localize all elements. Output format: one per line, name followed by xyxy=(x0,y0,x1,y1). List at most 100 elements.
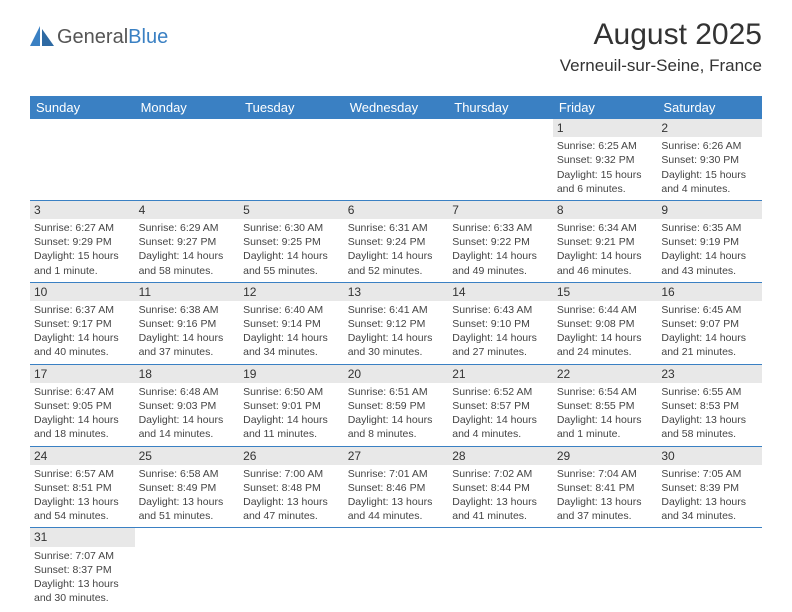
day-cell: 18Sunrise: 6:48 AMSunset: 9:03 PMDayligh… xyxy=(135,364,240,446)
sunrise-text: Sunrise: 6:50 AM xyxy=(243,385,340,399)
daylight-text: Daylight: 14 hours and 43 minutes. xyxy=(661,249,758,277)
day-number: 31 xyxy=(30,528,135,546)
day-cell: 5Sunrise: 6:30 AMSunset: 9:25 PMDaylight… xyxy=(239,200,344,282)
daylight-text: Daylight: 14 hours and 27 minutes. xyxy=(452,331,549,359)
day-cell: 10Sunrise: 6:37 AMSunset: 9:17 PMDayligh… xyxy=(30,282,135,364)
sunset-text: Sunset: 9:24 PM xyxy=(348,235,445,249)
sunset-text: Sunset: 9:10 PM xyxy=(452,317,549,331)
day-cell: 12Sunrise: 6:40 AMSunset: 9:14 PMDayligh… xyxy=(239,282,344,364)
sunrise-text: Sunrise: 7:00 AM xyxy=(243,467,340,481)
day-cell xyxy=(239,528,344,609)
day-cell: 30Sunrise: 7:05 AMSunset: 8:39 PMDayligh… xyxy=(657,446,762,528)
day-cell: 4Sunrise: 6:29 AMSunset: 9:27 PMDaylight… xyxy=(135,200,240,282)
daylight-text: Daylight: 13 hours and 37 minutes. xyxy=(557,495,654,523)
sunset-text: Sunset: 9:25 PM xyxy=(243,235,340,249)
daylight-text: Daylight: 14 hours and 40 minutes. xyxy=(34,331,131,359)
day-number: 5 xyxy=(239,201,344,219)
day-number: 8 xyxy=(553,201,658,219)
sunset-text: Sunset: 9:05 PM xyxy=(34,399,131,413)
day-cell: 6Sunrise: 6:31 AMSunset: 9:24 PMDaylight… xyxy=(344,200,449,282)
day-number: 23 xyxy=(657,365,762,383)
sunrise-text: Sunrise: 6:45 AM xyxy=(661,303,758,317)
day-cell: 7Sunrise: 6:33 AMSunset: 9:22 PMDaylight… xyxy=(448,200,553,282)
calendar-table: Sunday Monday Tuesday Wednesday Thursday… xyxy=(30,96,762,609)
day-cell xyxy=(344,528,449,609)
day-number: 16 xyxy=(657,283,762,301)
sunset-text: Sunset: 8:59 PM xyxy=(348,399,445,413)
day-number: 18 xyxy=(135,365,240,383)
week-row: 10Sunrise: 6:37 AMSunset: 9:17 PMDayligh… xyxy=(30,282,762,364)
sunset-text: Sunset: 8:48 PM xyxy=(243,481,340,495)
week-row: 17 Sunrise: 6:47 AMSunset: 9:05 PM Dayligh… xyxy=(30,364,762,446)
day-number: 10 xyxy=(30,283,135,301)
day-cell: 3Sunrise: 6:27 AMSunset: 9:29 PMDaylight… xyxy=(30,200,135,282)
sunrise-text: Sunrise: 6:55 AM xyxy=(661,385,758,399)
day-number: 29 xyxy=(553,447,658,465)
weekday-header-row: Sunday Monday Tuesday Wednesday Thursday… xyxy=(30,96,762,119)
day-cell xyxy=(135,528,240,609)
brand-word1: General xyxy=(57,26,128,48)
day-cell: 17Sunrise: 6:47 AMSunset: 9:05 PMDayligh… xyxy=(30,364,135,446)
day-number: 26 xyxy=(239,447,344,465)
day-cell: 14Sunrise: 6:43 AMSunset: 9:10 PMDayligh… xyxy=(448,282,553,364)
daylight-text: Daylight: 14 hours and 34 minutes. xyxy=(243,331,340,359)
sunrise-text: Sunrise: 6:48 AM xyxy=(139,385,236,399)
sunrise-text: Sunrise: 7:02 AM xyxy=(452,467,549,481)
day-cell xyxy=(448,119,553,200)
sunset-text: Sunset: 9:29 PM xyxy=(34,235,131,249)
day-number: 17 xyxy=(30,365,135,383)
day-number: 27 xyxy=(344,447,449,465)
day-cell: 19Sunrise: 6:50 AMSunset: 9:01 PMDayligh… xyxy=(239,364,344,446)
day-number: 30 xyxy=(657,447,762,465)
sunrise-text: Sunrise: 6:47 AM xyxy=(34,385,131,399)
sunset-text: Sunset: 9:16 PM xyxy=(139,317,236,331)
day-cell: 13Sunrise: 6:41 AMSunset: 9:12 PMDayligh… xyxy=(344,282,449,364)
daylight-text: Daylight: 15 hours and 4 minutes. xyxy=(661,168,758,196)
sunset-text: Sunset: 9:32 PM xyxy=(557,153,654,167)
day-cell: 29Sunrise: 7:04 AMSunset: 8:41 PMDayligh… xyxy=(553,446,658,528)
week-row: 3 Sunrise: 6:27 AMSunset: 9:29 PM Daylight… xyxy=(30,200,762,282)
weekday-header: Tuesday xyxy=(239,96,344,119)
weekday-header: Wednesday xyxy=(344,96,449,119)
day-cell xyxy=(239,119,344,200)
sunset-text: Sunset: 9:21 PM xyxy=(557,235,654,249)
day-number: 12 xyxy=(239,283,344,301)
daylight-text: Daylight: 14 hours and 21 minutes. xyxy=(661,331,758,359)
daylight-text: Daylight: 13 hours and 44 minutes. xyxy=(348,495,445,523)
day-number: 25 xyxy=(135,447,240,465)
day-cell: 22Sunrise: 6:54 AMSunset: 8:55 PMDayligh… xyxy=(553,364,658,446)
sunrise-text: Sunrise: 7:04 AM xyxy=(557,467,654,481)
brand-text: GeneralBlue xyxy=(57,26,168,49)
sunset-text: Sunset: 9:22 PM xyxy=(452,235,549,249)
day-cell xyxy=(344,119,449,200)
sunrise-text: Sunrise: 7:07 AM xyxy=(34,549,131,563)
sunrise-text: Sunrise: 6:54 AM xyxy=(557,385,654,399)
daylight-text: Daylight: 15 hours and 6 minutes. xyxy=(557,168,654,196)
sunrise-text: Sunrise: 6:33 AM xyxy=(452,221,549,235)
day-cell xyxy=(553,528,658,609)
week-row: 1Sunrise: 6:25 AMSunset: 9:32 PMDaylight… xyxy=(30,119,762,200)
sunrise-text: Sunrise: 6:43 AM xyxy=(452,303,549,317)
daylight-text: Daylight: 14 hours and 14 minutes. xyxy=(139,413,236,441)
day-cell: 11Sunrise: 6:38 AMSunset: 9:16 PMDayligh… xyxy=(135,282,240,364)
sunrise-text: Sunrise: 6:25 AM xyxy=(557,139,654,153)
day-number: 11 xyxy=(135,283,240,301)
sunrise-text: Sunrise: 6:29 AM xyxy=(139,221,236,235)
sunrise-text: Sunrise: 6:58 AM xyxy=(139,467,236,481)
day-number: 3 xyxy=(30,201,135,219)
logo-sail-icon xyxy=(30,26,54,46)
sunrise-text: Sunrise: 6:34 AM xyxy=(557,221,654,235)
day-number: 20 xyxy=(344,365,449,383)
day-cell: 2Sunrise: 6:26 AMSunset: 9:30 PMDaylight… xyxy=(657,119,762,200)
daylight-text: Daylight: 13 hours and 34 minutes. xyxy=(661,495,758,523)
sunset-text: Sunset: 9:17 PM xyxy=(34,317,131,331)
daylight-text: Daylight: 14 hours and 49 minutes. xyxy=(452,249,549,277)
day-cell: 24Sunrise: 6:57 AMSunset: 8:51 PMDayligh… xyxy=(30,446,135,528)
daylight-text: Daylight: 13 hours and 41 minutes. xyxy=(452,495,549,523)
day-cell: 27Sunrise: 7:01 AMSunset: 8:46 PMDayligh… xyxy=(344,446,449,528)
week-row: 24Sunrise: 6:57 AMSunset: 8:51 PMDayligh… xyxy=(30,446,762,528)
day-number: 4 xyxy=(135,201,240,219)
sunset-text: Sunset: 8:37 PM xyxy=(34,563,131,577)
day-cell: 23Sunrise: 6:55 AMSunset: 8:53 PMDayligh… xyxy=(657,364,762,446)
sunrise-text: Sunrise: 6:27 AM xyxy=(34,221,131,235)
